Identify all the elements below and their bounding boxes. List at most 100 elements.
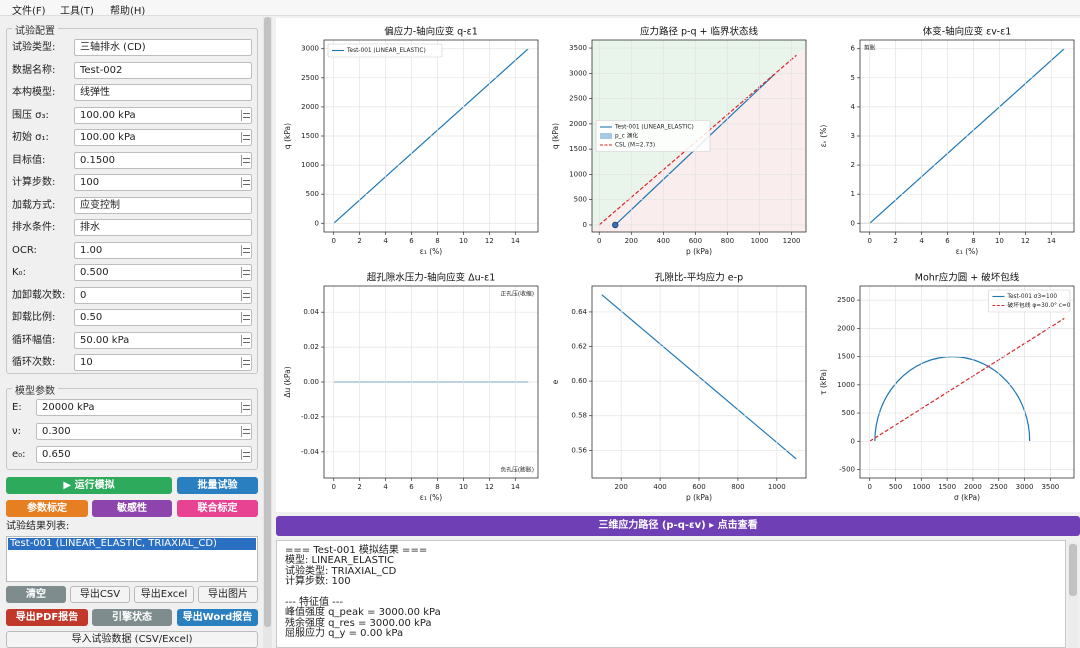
x-tick-label: 6 bbox=[409, 483, 414, 491]
button[interactable]: 参数标定 bbox=[6, 500, 88, 517]
button[interactable]: 批量试验 bbox=[177, 477, 258, 494]
input-field[interactable]: 100 bbox=[74, 174, 252, 191]
field-label: 数据名称: bbox=[12, 64, 56, 76]
chart: 0 2 4 6 8 10 12 14 0 500 1000 1500 2000 2500 3000 Test-… bbox=[283, 26, 539, 256]
y-tick-label: 0.64 bbox=[571, 308, 587, 316]
input-field[interactable]: 线弹性 bbox=[74, 84, 252, 101]
input-field[interactable]: 0.650 bbox=[36, 446, 252, 463]
group-title: 试验配置 bbox=[12, 22, 58, 37]
button[interactable]: 引擎状态 bbox=[92, 609, 172, 626]
button[interactable]: 导出Excel bbox=[134, 586, 194, 603]
menu-item[interactable]: 帮助(H) bbox=[110, 6, 146, 17]
spin-button[interactable] bbox=[241, 449, 250, 460]
input-field[interactable]: 应变控制 bbox=[74, 196, 252, 214]
result-list[interactable]: Test-001 (LINEAR_ELASTIC, TRIAXIAL_CD) bbox=[6, 536, 258, 582]
view-3d-button[interactable]: 三维应力路径 (p-q-εv) ▸ 点击查看 bbox=[276, 516, 1080, 536]
field-label: 加卸载次数: bbox=[12, 289, 66, 301]
spin-button[interactable] bbox=[241, 334, 250, 346]
output-line: --- 特征值 --- bbox=[285, 597, 344, 609]
button[interactable]: ▶ 运行模拟 bbox=[6, 477, 172, 494]
chart-title: 超孔隙水压力-轴向应变 Δu-ε1 bbox=[367, 272, 496, 284]
input-field[interactable]: 0 bbox=[74, 286, 252, 304]
input-field[interactable]: 1.00 bbox=[74, 241, 252, 259]
input-field[interactable]: 0.50 bbox=[74, 309, 252, 326]
x-tick-label: 6 bbox=[945, 237, 950, 245]
spin-button[interactable] bbox=[241, 267, 250, 278]
button[interactable]: 导出图片 bbox=[198, 586, 258, 603]
button[interactable]: 联合标定 bbox=[177, 500, 258, 517]
y-tick-label: 1000 bbox=[569, 170, 587, 178]
button[interactable]: 导出CSV bbox=[70, 586, 130, 603]
menu-item[interactable]: 文件(F) bbox=[12, 6, 46, 17]
button[interactable]: 敏感性 bbox=[92, 500, 172, 517]
group-box bbox=[6, 388, 258, 470]
input-field[interactable]: 排水 bbox=[74, 219, 252, 236]
input-field[interactable]: 10 bbox=[74, 354, 252, 371]
input-field[interactable]: Test-002 bbox=[74, 61, 252, 79]
y-tick-label: 1500 bbox=[569, 145, 587, 153]
list-item[interactable]: Test-001 (LINEAR_ELASTIC, TRIAXIAL_CD) bbox=[8, 538, 256, 550]
spin-button[interactable] bbox=[241, 289, 250, 301]
button[interactable]: 清空 bbox=[6, 586, 66, 603]
field-label: 初始 σ₁: bbox=[12, 132, 49, 143]
x-tick-label: 400 bbox=[653, 483, 666, 491]
y-tick-label: 0 bbox=[315, 219, 319, 227]
x-tick-label: 14 bbox=[511, 237, 520, 245]
scroll-thumb[interactable] bbox=[1069, 544, 1077, 596]
y-tick-label: 0.60 bbox=[571, 377, 587, 385]
spin-button[interactable] bbox=[241, 177, 250, 188]
spin-button[interactable] bbox=[241, 402, 250, 413]
scrollbar[interactable] bbox=[263, 17, 272, 648]
chart-title: 体变-轴向应变 εv-ε1 bbox=[923, 26, 1012, 38]
x-tick-label: 0 bbox=[867, 237, 871, 245]
input-field[interactable]: 0.500 bbox=[74, 264, 252, 281]
input-field[interactable]: 0.1500 bbox=[74, 151, 252, 169]
spin-button[interactable] bbox=[241, 132, 250, 143]
x-tick-label: 10 bbox=[459, 483, 468, 491]
button[interactable]: 导出PDF报告 bbox=[6, 609, 88, 626]
scroll-thumb[interactable] bbox=[264, 17, 271, 627]
spin-button[interactable] bbox=[241, 357, 250, 368]
x-tick-label: 0 bbox=[597, 237, 601, 245]
y-tick-label: 6 bbox=[851, 45, 856, 53]
y-tick-label: 1 bbox=[851, 190, 855, 198]
spin-button[interactable] bbox=[241, 244, 250, 256]
spin-button[interactable] bbox=[241, 425, 250, 437]
input-field[interactable]: 50.00 kPa bbox=[74, 331, 252, 349]
field-label: 排水条件: bbox=[12, 222, 56, 233]
button[interactable]: 导出Word报告 bbox=[177, 609, 258, 626]
axes-frame bbox=[859, 39, 1075, 233]
x-axis-label: p (kPa) bbox=[686, 247, 712, 256]
x-tick-label: 1000 bbox=[751, 237, 769, 245]
spin-button[interactable] bbox=[241, 109, 250, 121]
button[interactable]: 导入试验数据 (CSV/Excel) bbox=[6, 631, 258, 648]
x-tick-label: 800 bbox=[731, 483, 744, 491]
x-axis-label: p (kPa) bbox=[686, 493, 712, 502]
list-label: 试验结果列表: bbox=[6, 521, 70, 532]
spin-button[interactable] bbox=[241, 154, 250, 166]
x-tick-label: 0 bbox=[867, 483, 871, 491]
x-tick-label: 500 bbox=[889, 483, 902, 491]
x-tick-label: 8 bbox=[435, 237, 439, 245]
input-field[interactable]: 0.300 bbox=[36, 422, 252, 440]
y-tick-label: 500 bbox=[574, 196, 587, 204]
x-tick-label: 8 bbox=[971, 237, 975, 245]
legend-label: p_c 演化 bbox=[615, 132, 638, 140]
legend-swatch bbox=[600, 133, 612, 139]
scrollbar[interactable] bbox=[1068, 542, 1078, 648]
x-tick-label: 1500 bbox=[938, 483, 956, 491]
input-field[interactable]: 三轴排水 (CD) bbox=[74, 39, 252, 56]
field-label: 循环次数: bbox=[12, 357, 56, 368]
output-line: 峰值强度 q_peak = 3000.00 kPa bbox=[285, 607, 441, 619]
y-axis-label: Δu (kPa) bbox=[283, 366, 292, 397]
x-tick-label: 2 bbox=[357, 237, 361, 245]
input-field[interactable]: 20000 kPa bbox=[36, 399, 252, 416]
legend-label: Test-001 (LINEAR_ELASTIC) bbox=[346, 48, 426, 54]
spin-button[interactable] bbox=[241, 312, 250, 323]
input-field[interactable]: 100.00 kPa bbox=[74, 106, 252, 124]
menu-item[interactable]: 工具(T) bbox=[60, 6, 94, 17]
annotation: 正孔压(收缩) bbox=[500, 290, 534, 298]
y-axis-label: e bbox=[551, 379, 560, 384]
input-field[interactable]: 100.00 kPa bbox=[74, 129, 252, 146]
